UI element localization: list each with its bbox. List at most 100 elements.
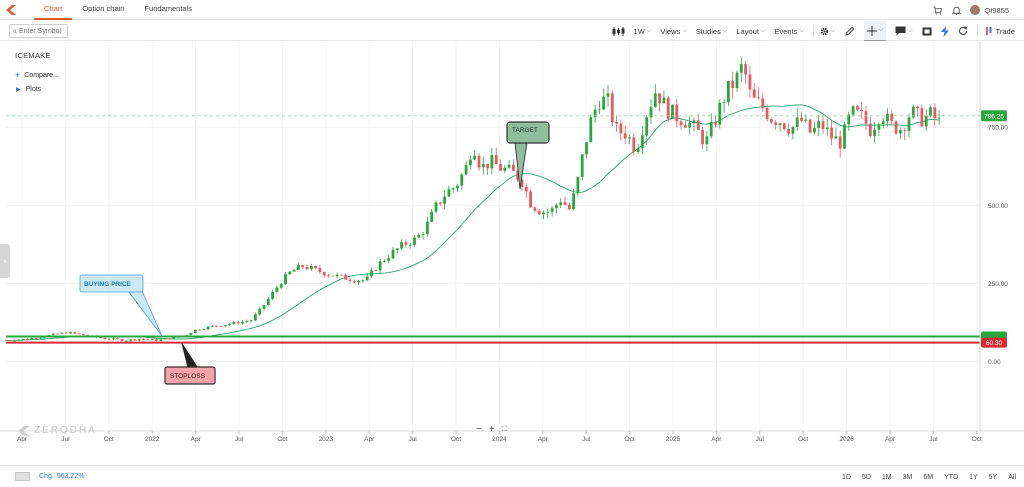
candle-body[interactable] — [327, 275, 330, 277]
candle-body[interactable] — [907, 117, 911, 131]
candle-body[interactable] — [284, 274, 287, 285]
studies-dropdown[interactable]: Studies ⌵ — [695, 26, 728, 36]
candle-body[interactable] — [112, 338, 115, 340]
candle-body[interactable] — [709, 121, 713, 137]
candle-body[interactable] — [189, 333, 193, 336]
candle-body[interactable] — [473, 155, 477, 160]
candle-body[interactable] — [748, 74, 752, 90]
candle-body[interactable] — [56, 333, 59, 335]
candle-body[interactable] — [757, 97, 760, 99]
candle-body[interactable] — [868, 123, 872, 137]
candle-body[interactable] — [692, 120, 696, 124]
candle-body[interactable] — [666, 97, 670, 119]
candle-body[interactable] — [770, 119, 773, 123]
candle-body[interactable] — [494, 155, 498, 165]
candle-body[interactable] — [60, 332, 64, 334]
price-chart[interactable]: 786.25 60.30 BUYING PRICE TARGET STOPLOSS 0… — [0, 41, 1024, 465]
candle-body[interactable] — [834, 136, 838, 139]
candle-body[interactable] — [890, 113, 894, 122]
candle-body[interactable] — [937, 117, 941, 119]
candle-body[interactable] — [813, 127, 816, 133]
candle-body[interactable] — [331, 275, 335, 277]
range-all[interactable]: All — [1008, 473, 1016, 481]
candle-body[interactable] — [245, 321, 249, 322]
target-callout[interactable] — [506, 121, 550, 144]
candle-body[interactable] — [460, 174, 464, 186]
candle-body[interactable] — [159, 339, 163, 341]
range-1m[interactable]: 1M — [881, 473, 892, 481]
candle-body[interactable] — [795, 117, 799, 127]
candle-body[interactable] — [881, 121, 885, 125]
candle-body[interactable] — [576, 176, 580, 194]
candle-body[interactable] — [705, 136, 709, 145]
candle-body[interactable] — [258, 308, 262, 315]
candle-body[interactable] — [193, 329, 197, 334]
candle-body[interactable] — [137, 339, 141, 341]
candle-body[interactable] — [206, 326, 210, 330]
candle-body[interactable] — [894, 121, 898, 134]
stoploss-callout[interactable] — [164, 366, 216, 385]
candle-body[interactable] — [933, 107, 937, 119]
candle-body[interactable] — [486, 163, 489, 169]
candle-body[interactable] — [69, 332, 72, 334]
candle-body[interactable] — [503, 167, 507, 171]
candle-body[interactable] — [318, 267, 322, 273]
candle-body[interactable] — [804, 119, 808, 121]
range-5d[interactable]: 5D — [861, 473, 871, 481]
candle-body[interactable] — [421, 233, 425, 235]
candle-body[interactable] — [434, 202, 438, 212]
candle-body[interactable] — [417, 234, 421, 238]
search-input[interactable] — [19, 27, 67, 35]
comment-button[interactable]: ⌵ — [895, 21, 913, 41]
candle-body[interactable] — [787, 128, 790, 134]
candle-body[interactable] — [735, 72, 739, 89]
candle-type-button[interactable] — [612, 21, 625, 41]
candle-body[interactable] — [34, 338, 38, 339]
candle-body[interactable] — [821, 121, 825, 129]
candle-body[interactable] — [103, 337, 107, 339]
candle-body[interactable] — [632, 137, 636, 152]
candle-body[interactable] — [920, 108, 924, 127]
candle-body[interactable] — [520, 179, 524, 187]
candle-body[interactable] — [314, 266, 317, 268]
chart-area[interactable]: 786.25 60.30 BUYING PRICE TARGET STOPLOSS 0… — [0, 41, 1024, 465]
candle-body[interactable] — [512, 164, 515, 171]
candle-body[interactable] — [198, 329, 201, 331]
candle-body[interactable] — [120, 339, 124, 341]
candle-body[interactable] — [262, 305, 266, 309]
candle-body[interactable] — [464, 165, 468, 175]
range-5y[interactable]: 5Y — [988, 473, 998, 481]
candle-body[interactable] — [211, 325, 214, 327]
candle-body[interactable] — [266, 298, 270, 306]
candle-body[interactable] — [606, 93, 610, 97]
candle-body[interactable] — [469, 159, 472, 166]
candle-body[interactable] — [499, 164, 502, 171]
candle-body[interactable] — [739, 64, 743, 73]
candle-body[interactable] — [817, 121, 821, 128]
flash-button[interactable] — [940, 21, 949, 41]
candle-body[interactable] — [911, 106, 915, 118]
candle-body[interactable] — [559, 202, 563, 206]
candle-body[interactable] — [825, 127, 829, 129]
candle-body[interactable] — [580, 154, 584, 177]
candle-body[interactable] — [516, 170, 520, 180]
crosshair-button[interactable]: ⌵ — [863, 21, 887, 41]
candle-body[interactable] — [924, 115, 928, 127]
avatar[interactable] — [970, 5, 981, 15]
candle-body[interactable] — [524, 186, 528, 192]
settings-button[interactable]: ⌵ — [820, 21, 836, 41]
candle-body[interactable] — [168, 338, 171, 340]
candle-body[interactable] — [279, 284, 283, 288]
candle-body[interactable] — [860, 109, 864, 112]
snapshot-button[interactable] — [922, 21, 932, 41]
candle-body[interactable] — [254, 314, 257, 321]
candle-body[interactable] — [232, 322, 236, 325]
candle-body[interactable] — [593, 109, 597, 118]
sidebar-expand-handle[interactable]: › — [0, 244, 10, 278]
candle-body[interactable] — [533, 207, 537, 211]
candle-body[interactable] — [150, 339, 154, 340]
candle-body[interactable] — [297, 265, 300, 270]
candle-body[interactable] — [82, 333, 85, 336]
candle-body[interactable] — [731, 80, 735, 89]
candle-body[interactable] — [400, 242, 403, 249]
